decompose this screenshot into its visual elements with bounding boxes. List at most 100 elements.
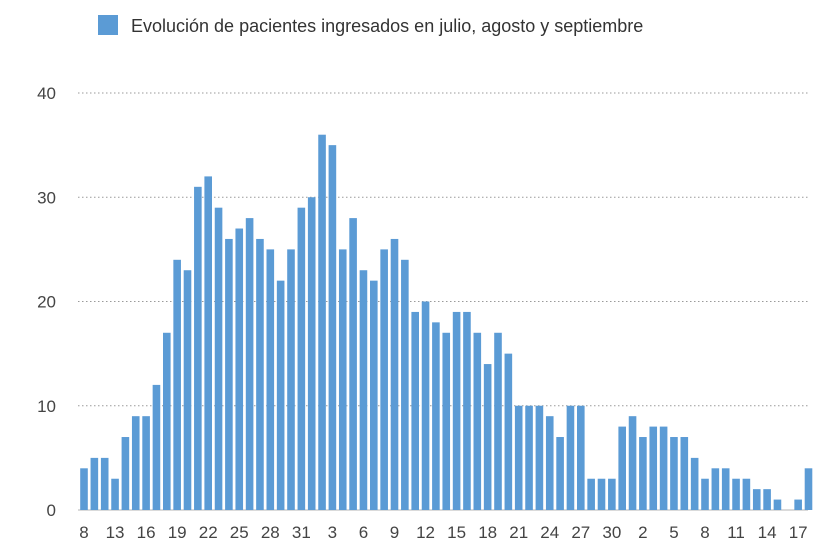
bar [504, 353, 513, 511]
bar [297, 207, 306, 510]
bar [328, 145, 337, 511]
x-tick-label: 8 [700, 523, 709, 542]
bar [131, 416, 140, 510]
x-tick-label: 5 [669, 523, 678, 542]
bar [649, 426, 658, 510]
bar [380, 249, 388, 511]
bar [142, 416, 150, 510]
bar [587, 478, 595, 510]
x-tick-label: 14 [758, 523, 777, 542]
x-tick-label: 21 [509, 523, 528, 542]
bar [432, 322, 440, 510]
y-axis-ticks: 0 10 20 30 40 [37, 84, 56, 520]
bar [401, 259, 409, 510]
bar [111, 478, 119, 510]
bar [597, 478, 606, 510]
x-tick-label: 28 [261, 523, 280, 542]
y-tick-label: 20 [37, 293, 56, 312]
x-axis-ticks: 8 13 16 19 22 25 28 31 3 6 9 12 15 18 21 24 27 30 2 5 8 11 14 1… [79, 523, 807, 542]
legend-label: Evolución de pacientes ingresados en jul… [131, 16, 643, 36]
bar [370, 280, 378, 510]
bar [525, 405, 533, 510]
bar [194, 186, 202, 510]
bar [266, 249, 275, 511]
bar [245, 218, 254, 510]
x-tick-label: 13 [106, 523, 125, 542]
bar [442, 332, 451, 510]
bar [711, 468, 720, 510]
bar [463, 311, 471, 510]
bar [256, 238, 264, 510]
bar [556, 437, 564, 510]
x-tick-label: 15 [447, 523, 466, 542]
x-tick-label: 9 [390, 523, 399, 542]
x-tick-label: 30 [602, 523, 621, 542]
x-tick-label: 25 [230, 523, 249, 542]
x-tick-label: 17 [789, 523, 808, 542]
bar [773, 499, 782, 510]
bar [732, 478, 740, 510]
bar [752, 489, 761, 510]
y-tick-label: 0 [47, 501, 56, 520]
y-tick-label: 10 [37, 397, 56, 416]
bar [577, 405, 585, 510]
bar [152, 384, 161, 510]
bar [680, 437, 689, 510]
bar [763, 489, 771, 510]
bar [276, 280, 285, 510]
bar [483, 364, 492, 510]
x-tick-label: 11 [727, 523, 745, 542]
bar [204, 176, 212, 510]
bar [794, 499, 802, 510]
bar [452, 311, 461, 510]
bar [535, 405, 544, 510]
bar [214, 207, 223, 510]
y-tick-label: 30 [37, 188, 56, 207]
x-tick-label: 31 [292, 523, 311, 542]
bar [421, 301, 430, 510]
bar [90, 457, 99, 511]
bar [100, 457, 109, 511]
x-tick-label: 2 [638, 523, 647, 542]
x-tick-label: 8 [79, 523, 88, 542]
bar [742, 478, 751, 510]
bar [618, 426, 626, 510]
bar [494, 332, 502, 510]
bar [225, 238, 233, 510]
bar [566, 405, 575, 510]
bar [235, 228, 244, 510]
bar [318, 134, 326, 510]
bar [163, 332, 171, 510]
bar [183, 270, 192, 510]
bar [659, 426, 668, 510]
bar [628, 416, 637, 510]
bar [411, 311, 419, 510]
bar [307, 197, 316, 510]
bar [804, 468, 813, 510]
bar [349, 218, 357, 510]
bar [121, 437, 130, 510]
bar [473, 332, 482, 510]
y-tick-label: 40 [37, 84, 56, 103]
bar [359, 270, 368, 510]
bar [390, 238, 399, 510]
bar [721, 468, 730, 510]
bar [545, 416, 554, 510]
x-tick-label: 24 [540, 523, 559, 542]
bar [670, 437, 678, 510]
x-tick-label: 22 [199, 523, 218, 542]
bar [287, 249, 295, 511]
x-tick-label: 3 [328, 523, 337, 542]
legend-swatch [98, 15, 118, 35]
x-tick-label: 6 [359, 523, 368, 542]
bar [173, 259, 181, 510]
bar [701, 478, 709, 510]
x-tick-label: 18 [478, 523, 497, 542]
bar [514, 405, 523, 510]
bar [80, 468, 88, 510]
bars [80, 134, 813, 511]
bar [639, 437, 647, 510]
bar [608, 478, 616, 510]
x-tick-label: 16 [137, 523, 156, 542]
